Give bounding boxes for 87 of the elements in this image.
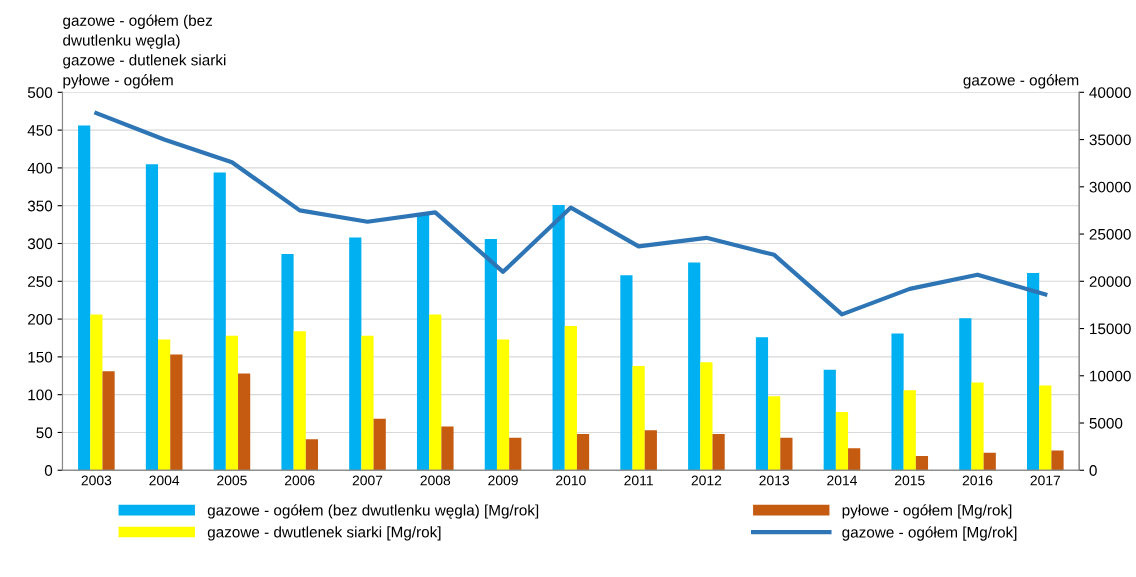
bar xyxy=(780,437,793,471)
y2-tick-label: 40000 xyxy=(1089,87,1131,99)
y-tick-label: 500 xyxy=(27,87,53,99)
x-tick-label: 2016 xyxy=(962,475,993,486)
bar xyxy=(755,337,769,471)
y2-tick-label: 15000 xyxy=(1090,323,1131,335)
x-tick-label: 2015 xyxy=(895,475,925,486)
bar xyxy=(688,262,701,471)
legend-label: pyłowe - ogółem [Mg/rok] xyxy=(842,504,1012,519)
y-tick-label: 300 xyxy=(27,238,53,250)
bar xyxy=(429,314,442,471)
y2-tick-label: 10000 xyxy=(1090,370,1131,382)
bar xyxy=(1039,385,1052,471)
x-tick-label: 2011 xyxy=(624,475,653,486)
bar xyxy=(281,254,294,471)
bar xyxy=(373,418,386,471)
legend-label: gazowe - ogółem [Mg/rok] xyxy=(842,526,1017,541)
y-tick-label: 450 xyxy=(27,124,53,136)
y2-tick-label: 30000 xyxy=(1089,181,1131,193)
bar xyxy=(509,437,522,471)
bar xyxy=(170,354,183,471)
bar xyxy=(78,125,91,471)
x-tick-label: 2008 xyxy=(420,475,451,486)
y-tick-label: 0 xyxy=(44,465,53,476)
y2-tick-label: 0 xyxy=(1089,465,1097,476)
x-tick-label: 2014 xyxy=(827,475,858,486)
y2-tick-label: 5000 xyxy=(1089,417,1123,429)
bar xyxy=(915,455,929,471)
legend-label: gazowe - ogółem (bez dwutlenku węgla) [Mg/rok] xyxy=(207,504,539,519)
bar xyxy=(700,362,713,471)
bar xyxy=(225,335,239,471)
y2-tick-label: 20000 xyxy=(1089,276,1131,287)
x-tick-label: 2004 xyxy=(149,475,180,486)
x-tick-label: 2010 xyxy=(556,475,586,486)
bar xyxy=(102,371,115,471)
bar xyxy=(959,318,972,471)
y-tick-label: 100 xyxy=(28,389,53,401)
x-tick-label: 2012 xyxy=(691,475,722,486)
bar xyxy=(361,335,374,471)
y-tick-label: 50 xyxy=(36,427,53,439)
bar xyxy=(1027,272,1040,471)
bar xyxy=(712,433,725,471)
bar xyxy=(496,339,510,471)
y-tick-label: 200 xyxy=(28,313,53,325)
bar xyxy=(891,333,904,471)
y-axis-title: gazowe - ogółem (bez dwutlenku węgla) gazowe - dutlenek siarki pyłowe - ogółem xyxy=(63,14,226,89)
x-tick-label: 2017 xyxy=(1030,475,1061,486)
bar xyxy=(848,448,861,471)
bar xyxy=(349,237,362,471)
bar xyxy=(564,325,577,471)
y-tick-label: 150 xyxy=(28,351,53,363)
y2-tick-label: 35000 xyxy=(1089,134,1131,146)
legend-label: gazowe - dwutlenek siarki [Mg/rok] xyxy=(207,526,441,541)
x-tick-label: 2013 xyxy=(759,475,790,486)
bar xyxy=(644,430,657,471)
bar xyxy=(768,396,781,471)
bar xyxy=(293,331,306,471)
x-tick-label: 2003 xyxy=(81,475,112,486)
bar xyxy=(484,238,497,471)
bar xyxy=(552,204,565,471)
bar xyxy=(835,412,849,471)
bar xyxy=(90,314,103,471)
y-tick-label: 250 xyxy=(28,276,53,287)
bar xyxy=(158,339,171,471)
bar xyxy=(1051,450,1064,471)
y2-axis-title: gazowe - ogółem xyxy=(963,74,1079,89)
bar xyxy=(823,369,836,471)
x-tick-label: 2006 xyxy=(284,475,315,486)
y-tick-label: 350 xyxy=(27,200,53,212)
bar xyxy=(632,365,645,471)
x-tick-label: 2009 xyxy=(488,475,518,486)
y2-tick-label: 25000 xyxy=(1089,228,1131,240)
bar xyxy=(305,439,319,471)
bar xyxy=(620,275,633,471)
x-tick-label: 2005 xyxy=(217,475,247,486)
bar xyxy=(903,390,916,471)
bar xyxy=(213,172,226,471)
bar xyxy=(145,164,159,471)
y-tick-label: 400 xyxy=(27,162,53,174)
bar xyxy=(983,452,996,471)
bar xyxy=(576,433,590,471)
bar xyxy=(441,426,454,471)
bar xyxy=(238,373,251,471)
x-tick-label: 2007 xyxy=(352,475,383,486)
bar xyxy=(971,382,984,471)
bar xyxy=(416,214,430,471)
line-series xyxy=(94,111,1048,317)
